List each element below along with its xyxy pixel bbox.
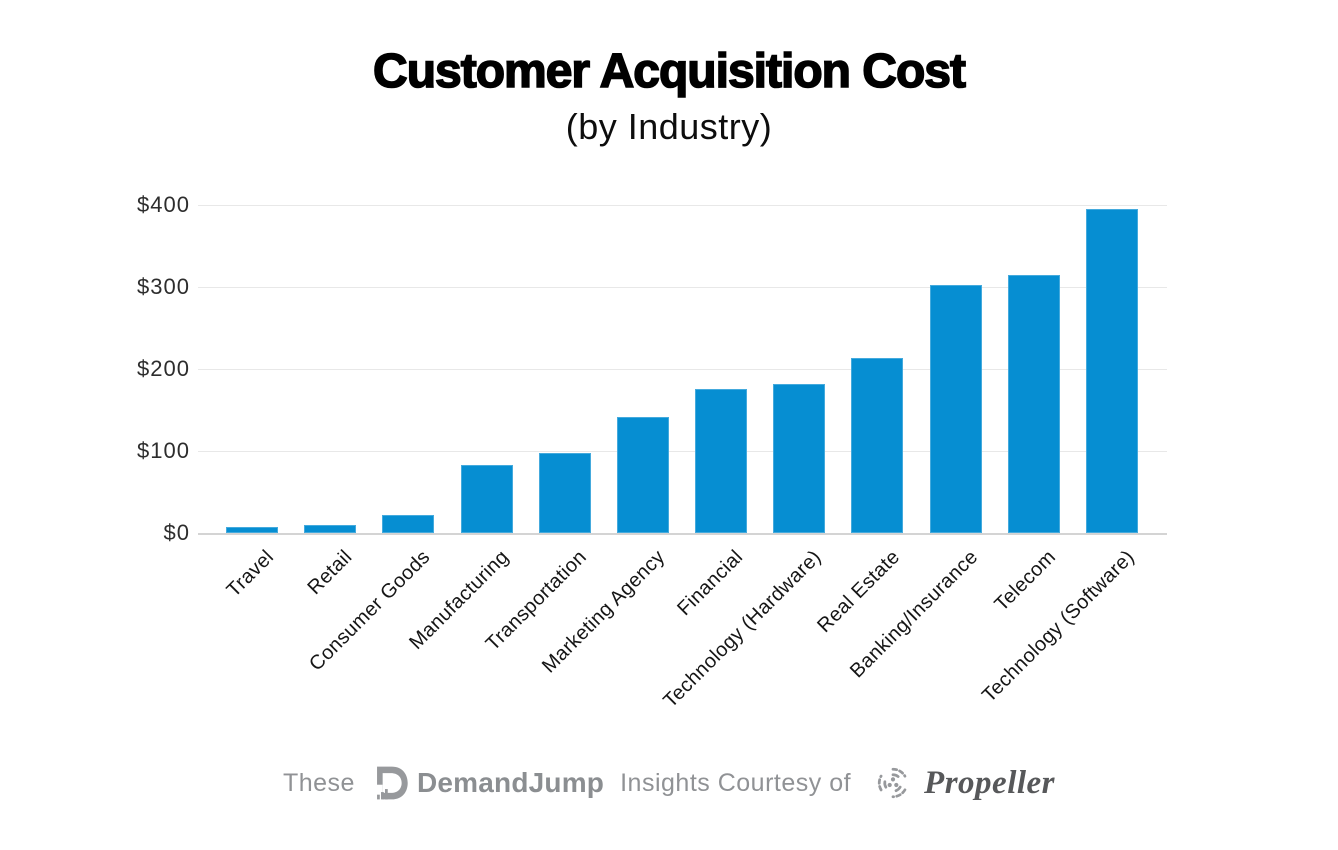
bar-consumer-goods xyxy=(382,515,435,533)
footer-text-these: These xyxy=(282,768,355,797)
bar-marketing-agency xyxy=(616,417,669,533)
demandjump-wordmark: DemandJump xyxy=(416,767,605,798)
bar-manufacturing xyxy=(460,465,513,533)
propeller-logo-icon xyxy=(877,767,907,799)
bar-retail xyxy=(304,525,357,533)
attribution-footer: These DemandJump Insights Courtesy of xyxy=(0,752,1338,814)
gridline xyxy=(198,369,1167,370)
x-axis-label-technology-software: Technology (Software) xyxy=(977,546,1139,707)
bar-real-estate xyxy=(851,358,904,533)
bar-transportation xyxy=(538,453,591,533)
footer-text-courtesy: Insights Courtesy of xyxy=(620,768,852,797)
bar-technology-hardware xyxy=(773,384,826,533)
x-axis-line xyxy=(198,533,1167,535)
bar-telecom xyxy=(1007,275,1060,533)
plot-area xyxy=(198,205,1167,535)
gridline xyxy=(198,451,1167,452)
gridline xyxy=(198,287,1167,288)
y-axis-tick-label: $400 xyxy=(137,192,190,217)
bar-banking-insurance xyxy=(929,285,982,533)
y-axis-tick-label: $300 xyxy=(137,274,190,299)
x-axis-label-technology-hardware: Technology (Hardware) xyxy=(659,546,826,713)
bar-technology-software xyxy=(1085,209,1138,533)
chart-header: Customer Acquisition Cost (by Industry) xyxy=(0,42,1338,151)
x-axis-label-financial: Financial xyxy=(673,546,748,621)
bar-travel xyxy=(226,527,278,533)
y-axis-tick-label: $200 xyxy=(137,356,190,381)
chart-subtitle: (by Industry) xyxy=(565,106,773,147)
propeller-wordmark: Propeller xyxy=(924,764,1056,801)
x-axis-label-retail: Retail xyxy=(303,546,357,599)
y-axis-tick-label: $100 xyxy=(137,438,190,463)
gridline xyxy=(198,205,1167,206)
y-axis-tick-label: $0 xyxy=(163,520,190,545)
bar-financial xyxy=(695,389,748,533)
demandjump-logo-icon xyxy=(372,766,408,804)
chart-title: Customer Acquisition Cost xyxy=(372,44,967,99)
x-axis-label-telecom: Telecom xyxy=(990,546,1061,616)
x-axis-label-travel: Travel xyxy=(222,546,279,602)
y-axis: $0 $100 $200 $300 $400 xyxy=(0,192,190,545)
